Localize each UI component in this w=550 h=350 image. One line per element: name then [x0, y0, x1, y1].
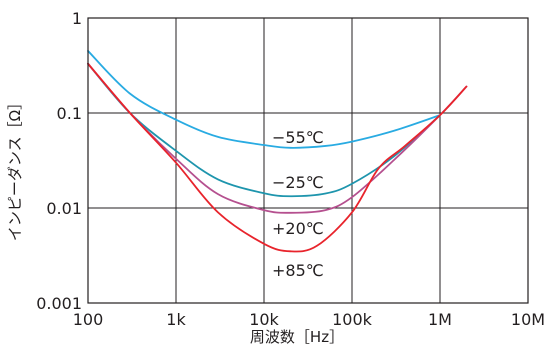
series-label-plus85: +85℃ [272, 261, 324, 280]
series-label-plus20: +20℃ [272, 219, 324, 238]
x-tick-label-1: 1k [166, 310, 186, 329]
x-tick-label-3: 100k [332, 310, 373, 329]
x-axis-title: 周波数［Hz］ [250, 328, 344, 346]
x-tick-label-0: 100 [73, 310, 104, 329]
series-label-minus25: −25℃ [272, 173, 324, 192]
y-tick-label-2: 0.01 [46, 199, 82, 218]
series-label-minus55: −55℃ [272, 128, 324, 147]
series-line-2 [87, 62, 468, 214]
x-tick-label-2: 10k [249, 310, 279, 329]
x-tick-label-5: 10M [511, 310, 545, 329]
x-tick-label-4: 1M [428, 310, 452, 329]
x-tick-labels: 100 1k 10k 100k 1M 10M [73, 310, 545, 329]
y-tick-label-3: 0.001 [36, 294, 82, 313]
plot-frame [87, 17, 529, 304]
series-line-1 [87, 62, 441, 198]
y-tick-labels: 1 0.1 0.01 0.001 [36, 9, 82, 313]
y-tick-label-0: 1 [72, 9, 82, 28]
series-line-3 [87, 62, 468, 253]
series-line-0 [87, 50, 441, 149]
y-tick-label-1: 0.1 [57, 104, 82, 123]
y-axis-title: インピーダンス［Ω］ [6, 95, 24, 241]
series-curves [87, 50, 468, 253]
